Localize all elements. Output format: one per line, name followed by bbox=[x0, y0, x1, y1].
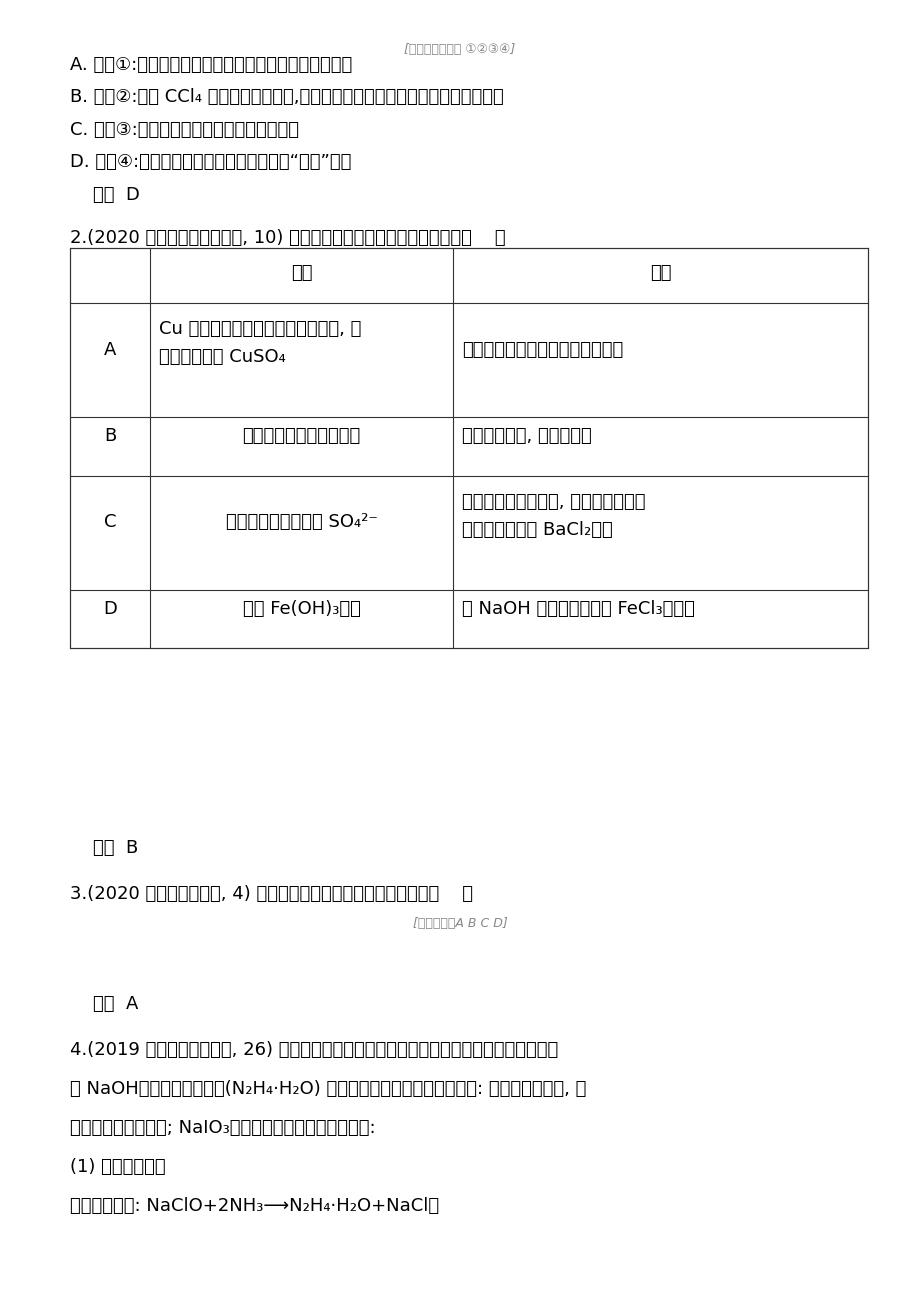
Text: D: D bbox=[103, 600, 117, 617]
Text: 清洗碘升华实验所用试管: 清洗碘升华实验所用试管 bbox=[243, 427, 360, 445]
Text: B: B bbox=[104, 427, 116, 445]
Text: 了观察生成了 CuSO₄: 了观察生成了 CuSO₄ bbox=[159, 349, 286, 366]
Text: 制备 Fe(OH)₃胶体: 制备 Fe(OH)₃胶体 bbox=[243, 600, 360, 617]
Text: 答案  A: 答案 A bbox=[93, 995, 139, 1013]
Text: 4.(2019 山西太原定时训练, 26) 碘化钠用作甲状腺肿瘤防治剂、祛痰剂和利尿剂等。实验室: 4.(2019 山西太原定时训练, 26) 碘化钠用作甲状腺肿瘤防治剂、祛痰剂和… bbox=[70, 1040, 558, 1059]
Text: A. 操作①:使用稍浸入液面下的倒扣漏斗检验氢气的纯度: A. 操作①:使用稍浸入液面下的倒扣漏斗检验氢气的纯度 bbox=[70, 56, 352, 74]
Text: 2.(2020 届四川南充高中摸底, 10) 下列实验操作规范且能达到目的的是（    ）: 2.(2020 届四川南充高中摸底, 10) 下列实验操作规范且能达到目的的是（… bbox=[70, 229, 505, 247]
Text: 将 NaOH 溶液滴加到饱和 FeCl₃溶液中: 将 NaOH 溶液滴加到饱和 FeCl₃溶液中 bbox=[462, 600, 695, 617]
Text: C: C bbox=[104, 513, 116, 531]
Text: Cu 与浓硫酸反应后未见溶液变蓝色, 为: Cu 与浓硫酸反应后未见溶液变蓝色, 为 bbox=[159, 320, 361, 337]
Text: 答案  B: 答案 B bbox=[93, 840, 138, 858]
Text: 答案  D: 答案 D bbox=[93, 186, 140, 204]
Text: 目的: 目的 bbox=[290, 264, 312, 281]
Text: 向反应后的溶液中加入适量蒸馏水: 向反应后的溶液中加入适量蒸馏水 bbox=[462, 341, 623, 358]
Text: [实验装置示意图 ①②③④]: [实验装置示意图 ①②③④] bbox=[404, 43, 515, 56]
Text: 检验某溶液中是否有 SO₄²⁻: 检验某溶液中是否有 SO₄²⁻ bbox=[225, 513, 377, 531]
Text: B. 操作②:使用 CCl₄ 萃取溴水中的溴时,振荡后需打开活塞使分液漏斗的内气体放出: B. 操作②:使用 CCl₄ 萃取溴水中的溴时,振荡后需打开活塞使分液漏斗的内气… bbox=[70, 89, 504, 107]
Text: 3.(2020 届贵州贵阳摸底, 4) 下列图示对应的实验操作不合理的是（    ）: 3.(2020 届贵州贵阳摸底, 4) 下列图示对应的实验操作不合理的是（ ） bbox=[70, 885, 472, 902]
Text: 操作: 操作 bbox=[649, 264, 671, 281]
Text: 用 NaOH、单质碘和水合肼(N₂H₄·H₂O) 为原料可制备碘化钠。资料显示: 水合肼有还原性, 能: 用 NaOH、单质碘和水合肼(N₂H₄·H₂O) 为原料可制备碘化钠。资料显示:… bbox=[70, 1079, 586, 1098]
Text: 先用酒精清洗, 再用水清洗: 先用酒精清洗, 再用水清洗 bbox=[462, 427, 592, 445]
Text: [实验操作图A B C D]: [实验操作图A B C D] bbox=[413, 918, 506, 931]
Text: 有关反应原理: NaClO+2NH₃⟶N₂H₄·H₂O+NaCl。: 有关反应原理: NaClO+2NH₃⟶N₂H₄·H₂O+NaCl。 bbox=[70, 1197, 439, 1215]
Text: D. 操作④:配制一定物质的量浓度溶液时的“摇匀”操作: D. 操作④:配制一定物质的量浓度溶液时的“摇匀”操作 bbox=[70, 154, 351, 172]
Text: A: A bbox=[104, 341, 116, 358]
Text: 消除水中溶解的氧气; NaIO₃是一种氧化剂。回答下列问题:: 消除水中溶解的氧气; NaIO₃是一种氧化剂。回答下列问题: bbox=[70, 1118, 375, 1137]
Text: (1) 水合肼的制备: (1) 水合肼的制备 bbox=[70, 1157, 165, 1176]
Text: 取少量溶液于试管中, 向该溶液中加入: 取少量溶液于试管中, 向该溶液中加入 bbox=[462, 492, 645, 510]
Bar bbox=[70, 249, 868, 648]
Text: C. 操作③:吸收氯气或氯化氢气体并防止倒吸: C. 操作③:吸收氯气或氯化氢气体并防止倒吸 bbox=[70, 121, 299, 139]
Text: 已用盐酸酸化的 BaCl₂溶液: 已用盐酸酸化的 BaCl₂溶液 bbox=[462, 521, 612, 539]
